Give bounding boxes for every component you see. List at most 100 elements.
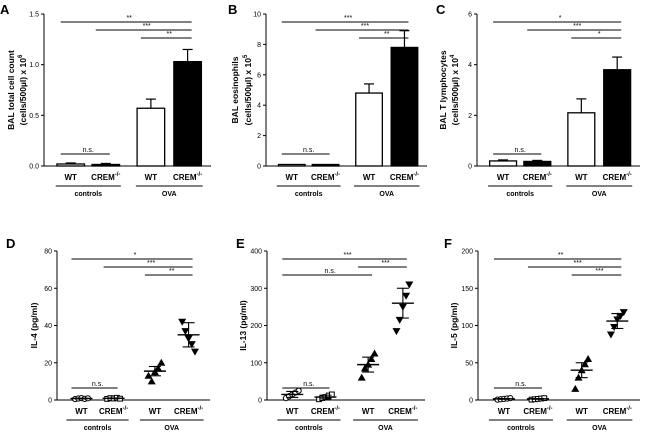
category-label: WT bbox=[286, 407, 299, 416]
y-axis-title: BAL total cell count bbox=[6, 50, 16, 130]
data-point bbox=[370, 349, 379, 357]
category-superscript: -/- bbox=[546, 172, 552, 178]
category-superscript: -/- bbox=[115, 172, 121, 178]
category-superscript: -/- bbox=[626, 406, 632, 412]
bar-2 bbox=[523, 160, 552, 167]
significance-label: n.s. bbox=[92, 381, 103, 388]
significance-label: ** bbox=[384, 31, 390, 38]
category-label: CREM-/- bbox=[603, 172, 632, 182]
group-label: OVA bbox=[378, 425, 393, 432]
significance-label: n.s. bbox=[83, 147, 94, 154]
panel-c: C BAL T lymphocytes (cells/500µl) x 104 0 2 4… bbox=[436, 2, 640, 198]
significance-label: n.s. bbox=[325, 268, 336, 275]
group-label: OVA bbox=[592, 425, 607, 432]
group-label: controls bbox=[295, 425, 323, 432]
panel-letter: A bbox=[0, 2, 10, 17]
y-tick-label: 80 bbox=[44, 249, 52, 256]
significance-label: n.s. bbox=[303, 381, 314, 388]
group-label: controls bbox=[507, 425, 535, 432]
group-label: OVA bbox=[162, 191, 177, 198]
panel-letter: B bbox=[228, 2, 237, 17]
bar-3 bbox=[136, 107, 166, 167]
category-label: WT bbox=[75, 407, 88, 416]
y-tick-label: 0 bbox=[468, 164, 472, 171]
significance-label: ** bbox=[126, 15, 132, 22]
data-point bbox=[154, 364, 163, 372]
data-point bbox=[295, 387, 302, 394]
category-label: WT bbox=[575, 173, 588, 182]
y-tick-label: 2 bbox=[468, 113, 472, 120]
y-tick-label: 150 bbox=[461, 286, 473, 293]
group-label: OVA bbox=[379, 191, 394, 198]
group-label: OVA bbox=[164, 425, 179, 432]
y-tick-label: 100 bbox=[250, 360, 262, 367]
data-point bbox=[571, 384, 580, 392]
bar-3 bbox=[355, 92, 383, 167]
category-superscript: -/- bbox=[547, 406, 553, 412]
data-point bbox=[357, 373, 366, 381]
y-tick-label: 1.5 bbox=[29, 12, 39, 19]
bar-1 bbox=[277, 163, 306, 167]
bar-2 bbox=[91, 163, 121, 167]
y-tick-label: 6 bbox=[468, 12, 472, 19]
y-tick-label: 8 bbox=[257, 42, 261, 49]
category-superscript: -/- bbox=[123, 406, 129, 412]
category-label: CREM-/- bbox=[523, 172, 552, 182]
bar-4 bbox=[173, 60, 203, 167]
category-label: CREM-/- bbox=[390, 172, 419, 182]
category-label: CREM-/- bbox=[523, 406, 552, 416]
significance-label: n.s. bbox=[515, 147, 526, 154]
y-axis-title: BAL T lymphocytes bbox=[438, 50, 448, 129]
y-axis-title: IL-5 (pg/ml) bbox=[449, 302, 459, 348]
significance-label: *** bbox=[574, 260, 582, 267]
y-axis-subtitle: (cells/500µl) x 105 bbox=[243, 54, 253, 125]
y-tick-label: 1.0 bbox=[29, 62, 39, 69]
data-point bbox=[328, 391, 335, 398]
data-point bbox=[606, 331, 615, 339]
data-point bbox=[181, 328, 190, 336]
group-label: controls bbox=[295, 191, 323, 198]
significance-label: *** bbox=[143, 23, 151, 30]
significance-label: * bbox=[559, 15, 562, 22]
data-point bbox=[619, 309, 628, 317]
y-tick-label: 40 bbox=[44, 323, 52, 330]
panel-a: A BAL total cell count (cells/500µl) x 106… bbox=[0, 2, 211, 198]
panel-letter: D bbox=[6, 236, 15, 251]
category-label: CREM-/- bbox=[311, 406, 340, 416]
y-axis-title: BAL eosinophils bbox=[230, 56, 240, 123]
significance-label: ** bbox=[169, 268, 175, 275]
category-label: WT bbox=[149, 407, 162, 416]
data-point bbox=[616, 312, 625, 320]
y-tick-label: 200 bbox=[461, 249, 473, 256]
significance-label: *** bbox=[381, 260, 389, 267]
category-label: WT bbox=[363, 173, 376, 182]
y-tick-label: 60 bbox=[44, 286, 52, 293]
category-superscript: -/- bbox=[335, 172, 341, 178]
panel-letter: F bbox=[444, 236, 452, 251]
data-point bbox=[610, 323, 619, 331]
category-superscript: -/- bbox=[197, 172, 203, 178]
panel-e: E IL-13 (pg/ml) 0 100 200 300 400 WT CREM-/- WT CR… bbox=[236, 236, 425, 432]
category-label: WT bbox=[498, 407, 511, 416]
data-point bbox=[360, 364, 369, 372]
significance-label: *** bbox=[343, 252, 351, 259]
bar-2 bbox=[311, 163, 340, 167]
category-label: WT bbox=[286, 173, 299, 182]
category-label: CREM-/- bbox=[99, 406, 128, 416]
panel-b: B BAL eosinophils (cells/500µl) x 105 0 2 4 6 8… bbox=[228, 2, 427, 198]
category-label: CREM-/- bbox=[603, 406, 632, 416]
bar-1 bbox=[56, 163, 86, 167]
category-label: WT bbox=[145, 173, 158, 182]
category-label: CREM-/- bbox=[388, 406, 417, 416]
bar-4 bbox=[603, 69, 632, 167]
category-label: WT bbox=[497, 173, 510, 182]
data-point bbox=[157, 358, 166, 366]
data-point bbox=[178, 318, 187, 326]
bar-3 bbox=[567, 112, 596, 167]
y-axis-title: IL-4 (pg/ml) bbox=[29, 302, 39, 348]
significance-label: ** bbox=[558, 252, 564, 259]
significance-label: n.s. bbox=[515, 381, 526, 388]
significance-label: *** bbox=[147, 260, 155, 267]
data-point bbox=[367, 355, 376, 363]
